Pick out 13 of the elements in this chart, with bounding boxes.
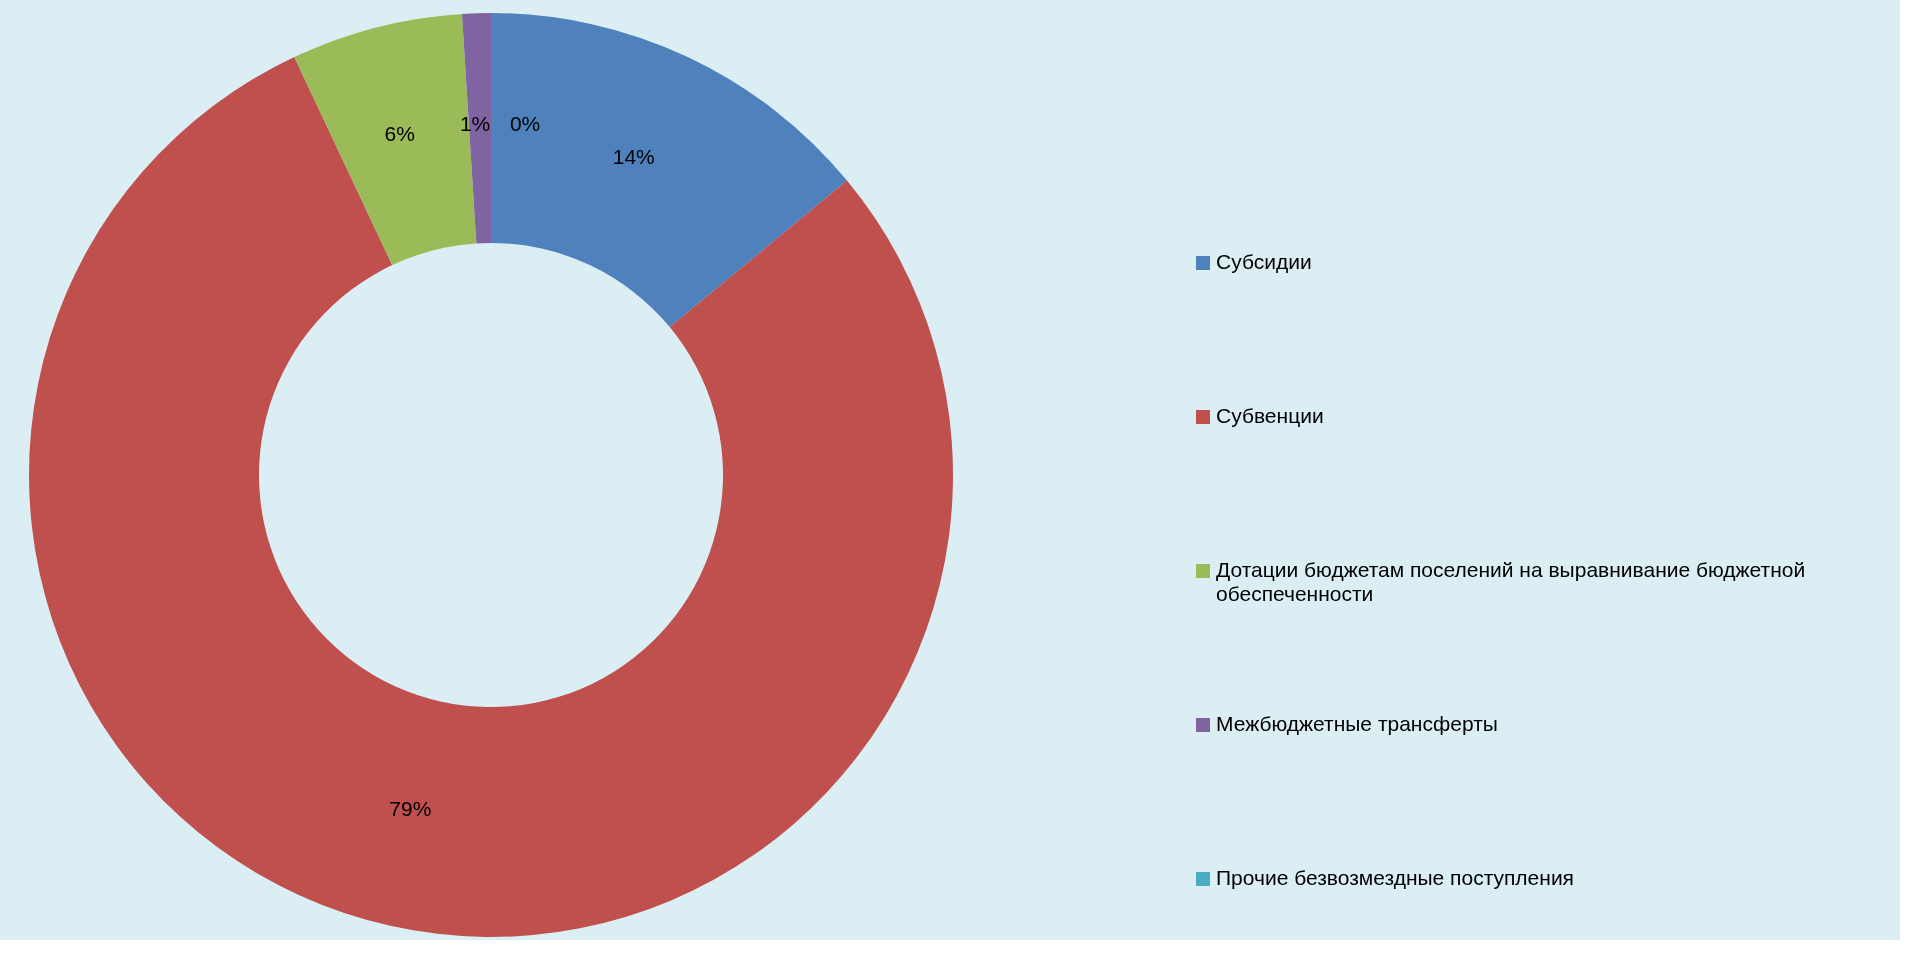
- text: 0%: [509, 111, 541, 135]
- legend-label: Субвенции: [1216, 404, 1324, 428]
- donut-slice: [491, 13, 847, 328]
- data-label: 6%: [384, 122, 415, 146]
- data-label: 1%: [459, 111, 491, 135]
- donut-slice: [461, 13, 491, 244]
- data-label: 14%: [612, 144, 655, 168]
- donut-slice: [29, 56, 953, 937]
- legend-label: Прочие безвозмездные поступления: [1216, 866, 1574, 890]
- data-label: 79%: [389, 797, 432, 821]
- legend-label: Дотации бюджетам поселений на выравнивание бюджетной обеспеченности: [1216, 558, 1807, 606]
- legend-label: Субсидии: [1216, 250, 1312, 274]
- legend-label: Межбюджетные трансферты: [1216, 712, 1498, 736]
